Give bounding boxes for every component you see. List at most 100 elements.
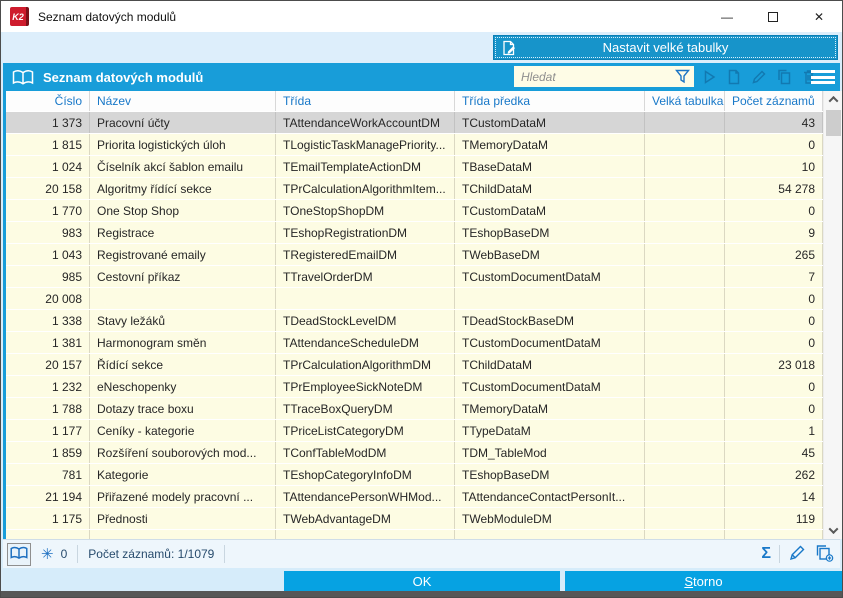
ok-button[interactable]: OK: [284, 571, 560, 592]
table-header-row: Číslo Název Třída Třída předka Velká tab…: [6, 91, 823, 112]
table-scrollbar[interactable]: [823, 91, 842, 539]
status-bar: ✳ 0 Počet záznamů: 1/1079 Σ: [3, 539, 840, 568]
copy-record-icon[interactable]: [775, 68, 793, 86]
table-row[interactable]: 1 381 Harmonogram směn TAttendanceSchedule…: [6, 332, 823, 354]
scrollbar-thumb[interactable]: [826, 110, 841, 136]
column-header-velka-tabulka[interactable]: Velká tabulka: [645, 91, 725, 111]
table-row[interactable]: 1 232 eNeschopenky TPrEmployeeSickNoteDM TC…: [6, 376, 823, 398]
table-row[interactable]: 20 158 Algoritmy řídící sekce TPrCalculati…: [6, 178, 823, 200]
filter-funnel-icon[interactable]: [674, 68, 691, 90]
cell-nazev: Registrace: [90, 222, 276, 243]
ok-label: OK: [412, 574, 432, 589]
column-header-pocet-zaznamu[interactable]: Počet záznamů: [725, 91, 823, 111]
cell-cislo: 1 043: [6, 244, 90, 265]
cell-cislo: 781: [6, 464, 90, 485]
storno-label-initial: S: [684, 574, 694, 589]
table-row[interactable]: 1 177 Ceníky - kategorie TPriceListCategor…: [6, 420, 823, 442]
cell-velka_tabulka: [645, 288, 725, 309]
record-count-label: Počet záznamů: 1/1079: [88, 547, 215, 561]
document-edit-icon: [500, 39, 518, 60]
book-icon: [10, 546, 28, 563]
cell-trida: TLogisticTaskManagePriority...: [276, 134, 455, 155]
run-icon[interactable]: [700, 68, 718, 86]
cell-nazev: Rozšíření souborových mod...: [90, 442, 276, 463]
table-row[interactable]: 1 770 One Stop Shop TOneStopShopDM TCustomD…: [6, 200, 823, 222]
column-header-nazev[interactable]: Název: [90, 91, 276, 111]
minimize-button[interactable]: —: [704, 1, 750, 32]
cell-velka_tabulka: [645, 266, 725, 287]
cell-nazev: Registrované emaily: [90, 244, 276, 265]
table-row[interactable]: 20 008 0: [6, 288, 823, 310]
table-row[interactable]: 781 Kategorie TEshopCategoryInfoDM TEshopBa…: [6, 464, 823, 486]
maximize-button[interactable]: [750, 1, 796, 32]
sum-icon[interactable]: Σ: [761, 545, 771, 562]
edit-pencil-icon[interactable]: [788, 544, 806, 565]
maximize-icon: [768, 11, 778, 22]
cell-velka_tabulka: [645, 530, 725, 539]
separator: [77, 545, 79, 563]
delete-record-icon[interactable]: [800, 68, 818, 86]
table-row[interactable]: 985 Cestovní příkaz TTravelOrderDM TCustomD…: [6, 266, 823, 288]
cell-trida: [276, 288, 455, 309]
cell-pocet_zaznamu: 45: [725, 442, 823, 463]
scroll-down-button[interactable]: [824, 522, 842, 539]
data-table: Číslo Název Třída Třída předka Velká tab…: [3, 91, 842, 539]
column-header-trida[interactable]: Třída: [276, 91, 455, 111]
cell-pocet_zaznamu: 119: [725, 508, 823, 529]
table-row[interactable]: 1 175 Přednosti TWebAdvantageDM TWebModuleD…: [6, 508, 823, 530]
table-row[interactable]: 1 024 Číselník akcí šablon emailu TEmailTe…: [6, 156, 823, 178]
top-toolbar: Nastavit velké tabulky: [3, 32, 840, 63]
table-row[interactable]: 1 338 Stavy ležáků TDeadStockLevelDM TDeadS…: [6, 310, 823, 332]
panel-header: Seznam datových modulů: [3, 63, 840, 91]
cell-trida: TEshopCategoryInfoDM: [276, 464, 455, 485]
set-big-tables-label: Nastavit velké tabulky: [602, 40, 729, 55]
cell-velka_tabulka: [645, 508, 725, 529]
set-big-tables-button[interactable]: Nastavit velké tabulky: [493, 35, 838, 60]
cell-velka_tabulka: [645, 134, 725, 155]
cell-cislo: 983: [6, 222, 90, 243]
cell-trida_predka: TChildDataM: [455, 178, 645, 199]
cell-pocet_zaznamu: 0: [725, 134, 823, 155]
cell-cislo: 1 859: [6, 442, 90, 463]
table-row[interactable]: 983 Registrace TEshopRegistrationDM TEshopB…: [6, 222, 823, 244]
table-row[interactable]: 1 859 Rozšíření souborových mod... TConfTa…: [6, 442, 823, 464]
cell-velka_tabulka: [645, 178, 725, 199]
cell-nazev: One Stop Shop: [90, 200, 276, 221]
table-row[interactable]: 1 815 Priorita logistických úloh TLogistic…: [6, 134, 823, 156]
cell-pocet_zaznamu: 43: [725, 112, 823, 133]
table-row[interactable]: 1 043 Registrované emaily TRegisteredEmail…: [6, 244, 823, 266]
cell-cislo: 1 381: [6, 332, 90, 353]
cell-velka_tabulka: [645, 200, 725, 221]
column-header-cislo[interactable]: Číslo: [6, 91, 90, 111]
cell-pocet_zaznamu: 14: [725, 486, 823, 507]
cell-velka_tabulka: [645, 112, 725, 133]
table-row[interactable]: 1 788 Dotazy trace boxu TTraceBoxQueryDM TM…: [6, 398, 823, 420]
cell-trida: TEmailTemplateActionDM: [276, 156, 455, 177]
table-row[interactable]: 20 157 Řídící sekce TPrCalculationAlgorith…: [6, 354, 823, 376]
menu-hamburger-icon[interactable]: [811, 68, 835, 86]
cell-nazev: Přiřazené modely pracovní ...: [90, 486, 276, 507]
cell-pocet_zaznamu: 54 278: [725, 178, 823, 199]
close-button[interactable]: ✕: [796, 1, 842, 32]
search-input[interactable]: [514, 66, 694, 87]
close-icon: ✕: [813, 9, 825, 24]
table-row[interactable]: 21 194 Přiřazené modely pracovní ... TAtte…: [6, 486, 823, 508]
cell-trida_predka: TDeadStockBaseDM: [455, 310, 645, 331]
cell-trida_predka: TEshopBaseDM: [455, 464, 645, 485]
edit-record-icon[interactable]: [750, 68, 768, 86]
record-toolbar: [700, 68, 818, 86]
chevron-down-icon: [828, 524, 839, 535]
table-row[interactable]: 1 373 Pracovní účty TAttendanceWorkAccount…: [6, 112, 823, 134]
cell-nazev: Priorita logistických úloh: [90, 134, 276, 155]
scroll-up-button[interactable]: [824, 91, 842, 108]
column-header-trida-predka[interactable]: Třída předka: [455, 91, 645, 111]
cell-trida_predka: [455, 288, 645, 309]
book-view-toggle[interactable]: [7, 542, 31, 566]
cell-trida: TTravelOrderDM: [276, 266, 455, 287]
new-record-icon[interactable]: [725, 68, 743, 86]
copy-add-icon[interactable]: [814, 544, 834, 565]
cell-pocet_zaznamu: [725, 530, 823, 539]
cell-trida: TPrCalculationAlgorithmDM: [276, 354, 455, 375]
